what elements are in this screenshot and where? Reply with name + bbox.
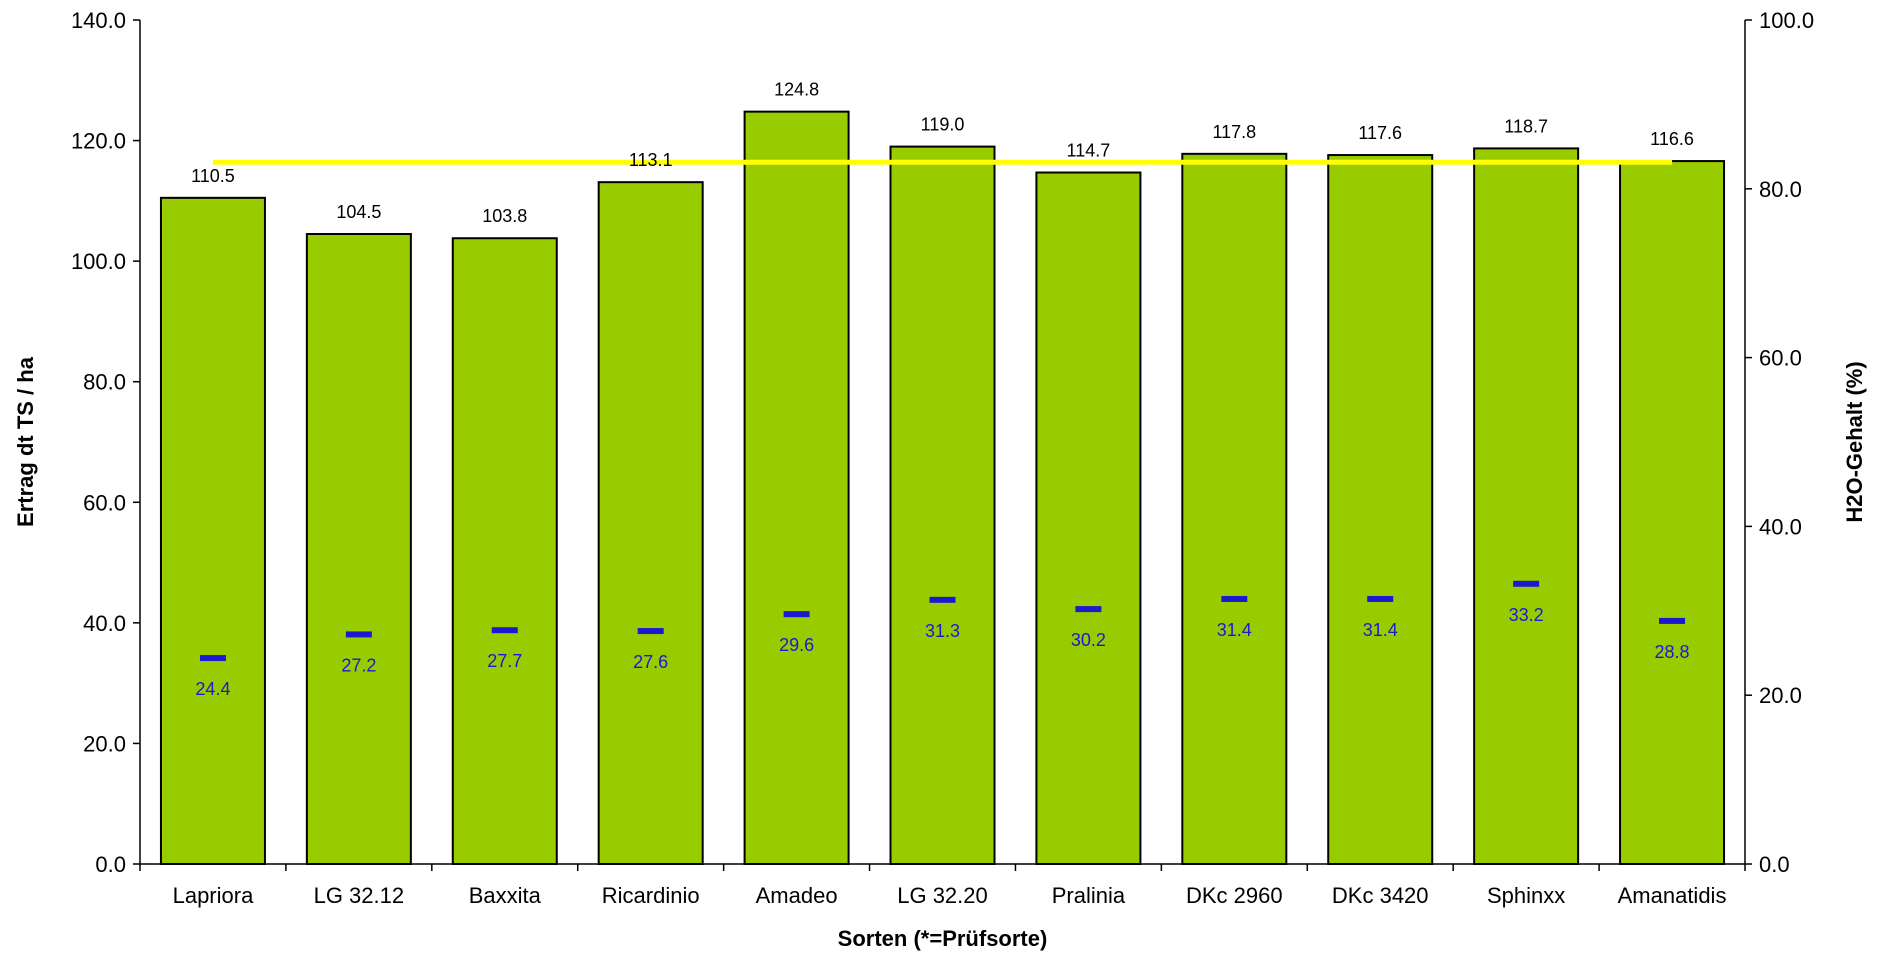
marker [1513,580,1540,587]
marker [1075,606,1102,613]
marker [1659,617,1686,624]
x-tick-label: LG 32.20 [897,883,988,908]
bar-value-label: 119.0 [921,115,965,135]
x-tick-label: Amadeo [756,883,838,908]
y-axis-title: Ertrag dt TS / ha [13,356,38,527]
marker [1221,595,1248,602]
y-tick-label: 0.0 [95,852,126,877]
x-tick-label: DKc 2960 [1186,883,1283,908]
x-tick-label: Ricardinio [602,883,700,908]
marker-value-label: 24.4 [195,679,230,699]
bar [1327,154,1434,866]
marker-value-label: 28.8 [1655,642,1690,662]
marker-value-label: 31.4 [1217,620,1252,640]
bar [159,196,266,866]
y2-tick-label: 0.0 [1759,852,1790,877]
x-tick-label: Sphinxx [1487,883,1565,908]
bar-value-label: 117.6 [1358,123,1402,143]
bar-value-label: 110.5 [191,166,235,186]
marker-value-label: 27.2 [341,655,376,675]
marker-value-label: 31.4 [1363,620,1398,640]
bar [1473,147,1580,865]
bar-value-label: 116.6 [1650,129,1694,149]
marker-value-label: 30.2 [1071,630,1106,650]
bar [743,110,850,866]
bar [597,181,704,865]
y2-tick-label: 20.0 [1759,683,1802,708]
marker [345,631,372,638]
marker [491,627,518,634]
x-tick-label: Amanatidis [1618,883,1727,908]
marker [783,611,810,618]
y-tick-label: 40.0 [83,611,126,636]
marker-value-label: 31.3 [925,621,960,641]
bar [889,145,996,866]
x-tick-label: Lapriora [173,883,254,908]
y2-tick-label: 40.0 [1759,514,1802,539]
marker-value-label: 27.6 [633,652,668,672]
marker [199,655,226,662]
bar [451,237,558,865]
text-layer: 0.0 20.0 40.0 60.0 80.0 100.0 120.0 140.0 0.0 20.… [71,8,1814,908]
x-tick-label: LG 32.12 [314,883,405,908]
bar-value-label: 117.8 [1212,122,1256,142]
bar-value-label: 124.8 [774,80,819,100]
marker [1367,595,1394,602]
y-tick-label: 140.0 [71,8,126,33]
y2-tick-label: 100.0 [1759,8,1814,33]
marker-value-label: 27.7 [487,651,522,671]
bar-value-label: 118.7 [1504,116,1548,136]
axes-layer [133,19,1752,871]
y-tick-label: 100.0 [71,249,126,274]
x-tick-label: Pralinia [1052,883,1126,908]
bar-value-label: 103.8 [482,206,527,226]
y2-tick-label: 60.0 [1759,346,1802,371]
bar [305,233,412,865]
marker [637,628,664,635]
x-tick-label: Baxxita [469,883,542,908]
marker [929,596,956,603]
bar-value-label: 114.7 [1067,141,1111,161]
x-tick-label: DKc 3420 [1332,883,1429,908]
bar-value-label: 113.1 [629,150,673,170]
bar [1619,160,1726,866]
x-axis-title: Sorten (*=Prüfsorte) [838,926,1048,951]
y2-tick-label: 80.0 [1759,177,1802,202]
bar [1181,152,1288,865]
y2-axis-title: H2O-Gehalt (%) [1842,361,1867,522]
y-tick-label: 120.0 [71,129,126,154]
bars-layer [159,110,1726,866]
markers-layer [199,159,1686,662]
marker-value-label: 33.2 [1509,605,1544,625]
y-tick-label: 20.0 [83,731,126,756]
y-tick-label: 60.0 [83,490,126,515]
marker-value-label: 29.6 [779,635,814,655]
y-tick-label: 80.0 [83,370,126,395]
bar-value-label: 104.5 [336,202,381,222]
bar [1035,171,1142,866]
